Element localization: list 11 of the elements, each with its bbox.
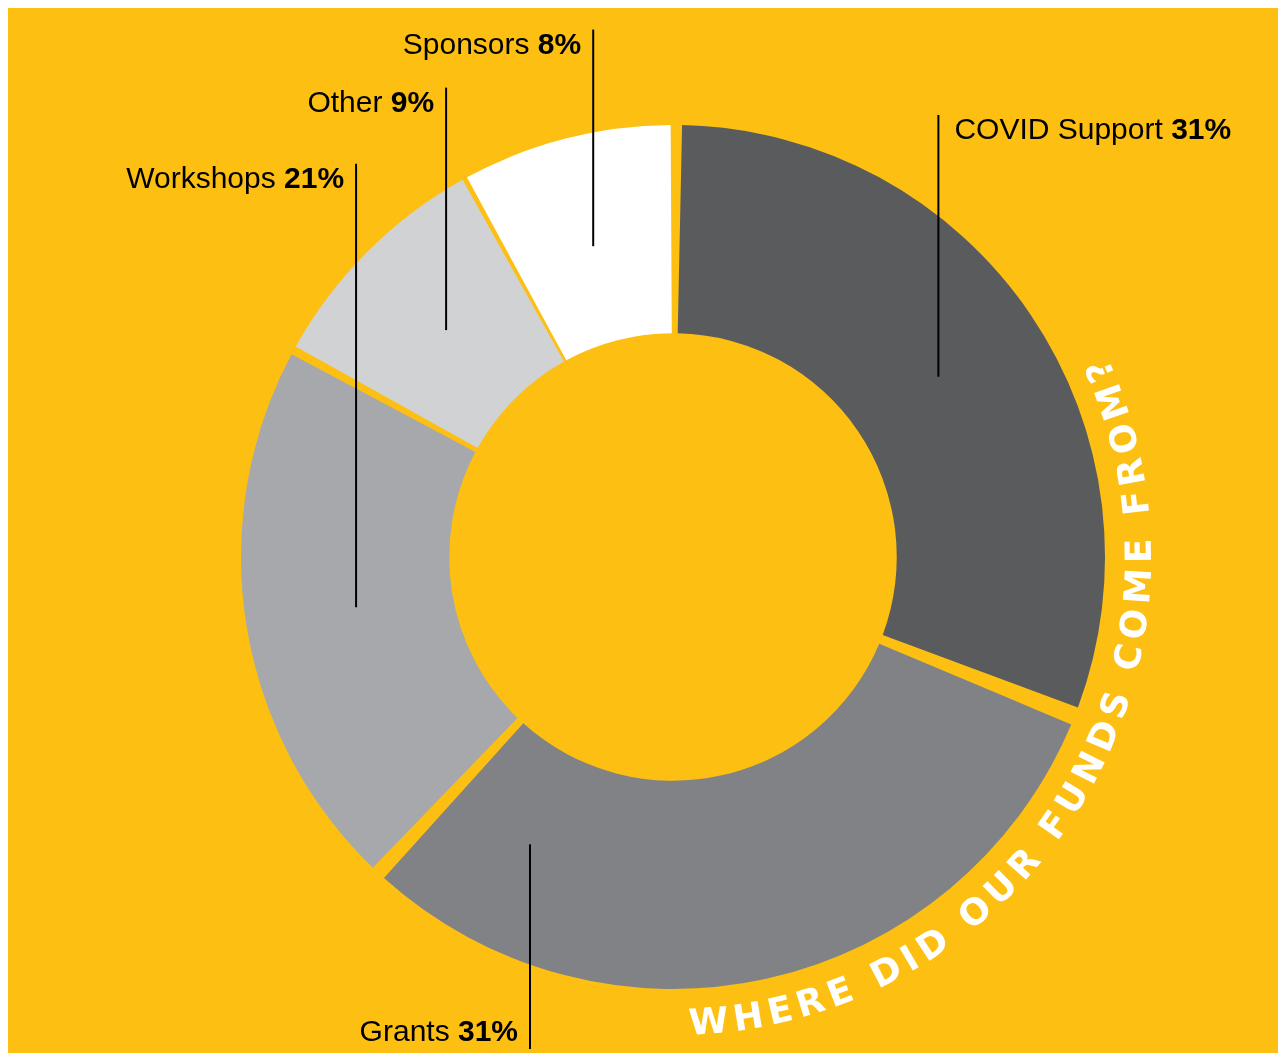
chart-title: WHERE DID OUR FUNDS COME FROM? <box>687 353 1160 1044</box>
slice-label: Workshops <box>126 161 285 195</box>
data-label: 9% <box>390 84 435 118</box>
data-label: 8% <box>537 26 582 60</box>
data-label: 31% <box>457 1014 519 1048</box>
slice-label: Grants <box>359 1014 458 1048</box>
data-label: 31% <box>1171 112 1232 146</box>
data-label: 21% <box>284 161 345 195</box>
slice-label: Other <box>307 84 391 118</box>
slice-label: Sponsors <box>402 26 538 60</box>
slice-label: COVID Support <box>954 112 1172 146</box>
